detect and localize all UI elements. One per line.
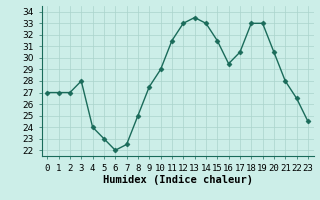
X-axis label: Humidex (Indice chaleur): Humidex (Indice chaleur) <box>103 175 252 185</box>
